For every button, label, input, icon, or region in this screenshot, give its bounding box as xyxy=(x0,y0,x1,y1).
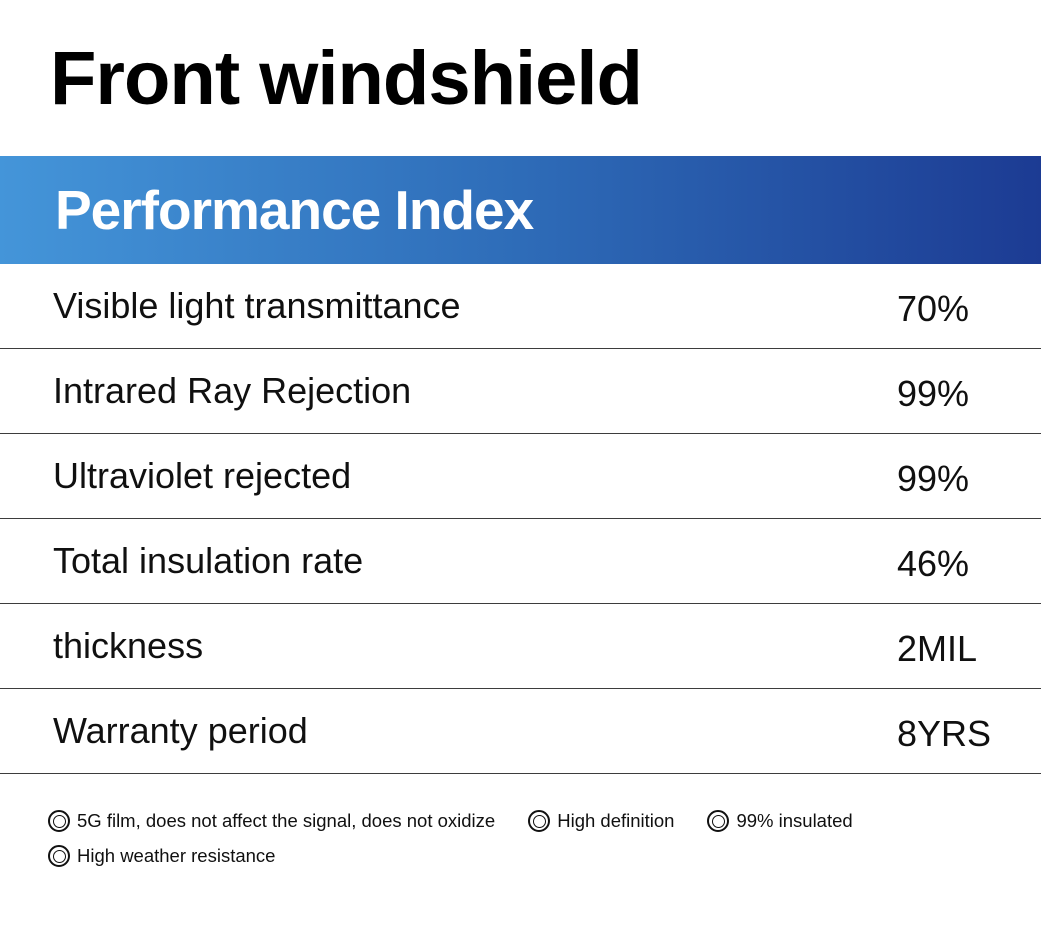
table-row: Total insulation rate 46% xyxy=(0,519,1041,605)
feature-item: 5G film, does not affect the signal, doe… xyxy=(48,810,496,833)
feature-line: High weather resistance xyxy=(48,845,1041,868)
feature-item: High weather resistance xyxy=(48,845,276,868)
table-row: Warranty period 8YRS xyxy=(0,689,1041,775)
row-label: Warranty period xyxy=(53,710,308,752)
double-circle-icon xyxy=(707,810,730,833)
feature-label: 99% insulated xyxy=(736,810,853,832)
row-label: Visible light transmittance xyxy=(53,285,461,327)
double-circle-icon xyxy=(48,845,70,868)
performance-index-header: Performance Index xyxy=(0,156,1041,265)
feature-item: 99% insulated xyxy=(707,810,853,833)
row-label: Intrared Ray Rejection xyxy=(53,370,412,412)
row-value: 99% xyxy=(897,458,970,500)
page-title: Front windshield xyxy=(50,36,643,121)
feature-label: 5G film, does not affect the signal, doe… xyxy=(77,810,496,832)
feature-item: High definition xyxy=(528,810,675,833)
row-value: 70% xyxy=(897,288,970,330)
performance-index-title: Performance Index xyxy=(55,179,534,242)
performance-table: Visible light transmittance 70% Intrared… xyxy=(0,264,1041,775)
feature-list: 5G film, does not affect the signal, doe… xyxy=(48,810,1041,868)
row-label: Total insulation rate xyxy=(53,540,364,582)
row-value: 8YRS xyxy=(897,713,992,755)
table-row: Visible light transmittance 70% xyxy=(0,264,1041,350)
double-circle-icon xyxy=(528,810,551,833)
row-value: 2MIL xyxy=(897,628,978,670)
table-row: thickness 2MIL xyxy=(0,604,1041,690)
table-row: Intrared Ray Rejection 99% xyxy=(0,349,1041,435)
row-value: 46% xyxy=(897,543,970,585)
row-value: 99% xyxy=(897,373,970,415)
feature-line: 5G film, does not affect the signal, doe… xyxy=(48,810,1041,833)
table-row: Ultraviolet rejected 99% xyxy=(0,434,1041,520)
row-label: Ultraviolet rejected xyxy=(53,455,352,497)
row-label: thickness xyxy=(53,625,204,667)
double-circle-icon xyxy=(48,810,70,833)
feature-label: High weather resistance xyxy=(77,845,276,867)
feature-label: High definition xyxy=(557,810,675,832)
